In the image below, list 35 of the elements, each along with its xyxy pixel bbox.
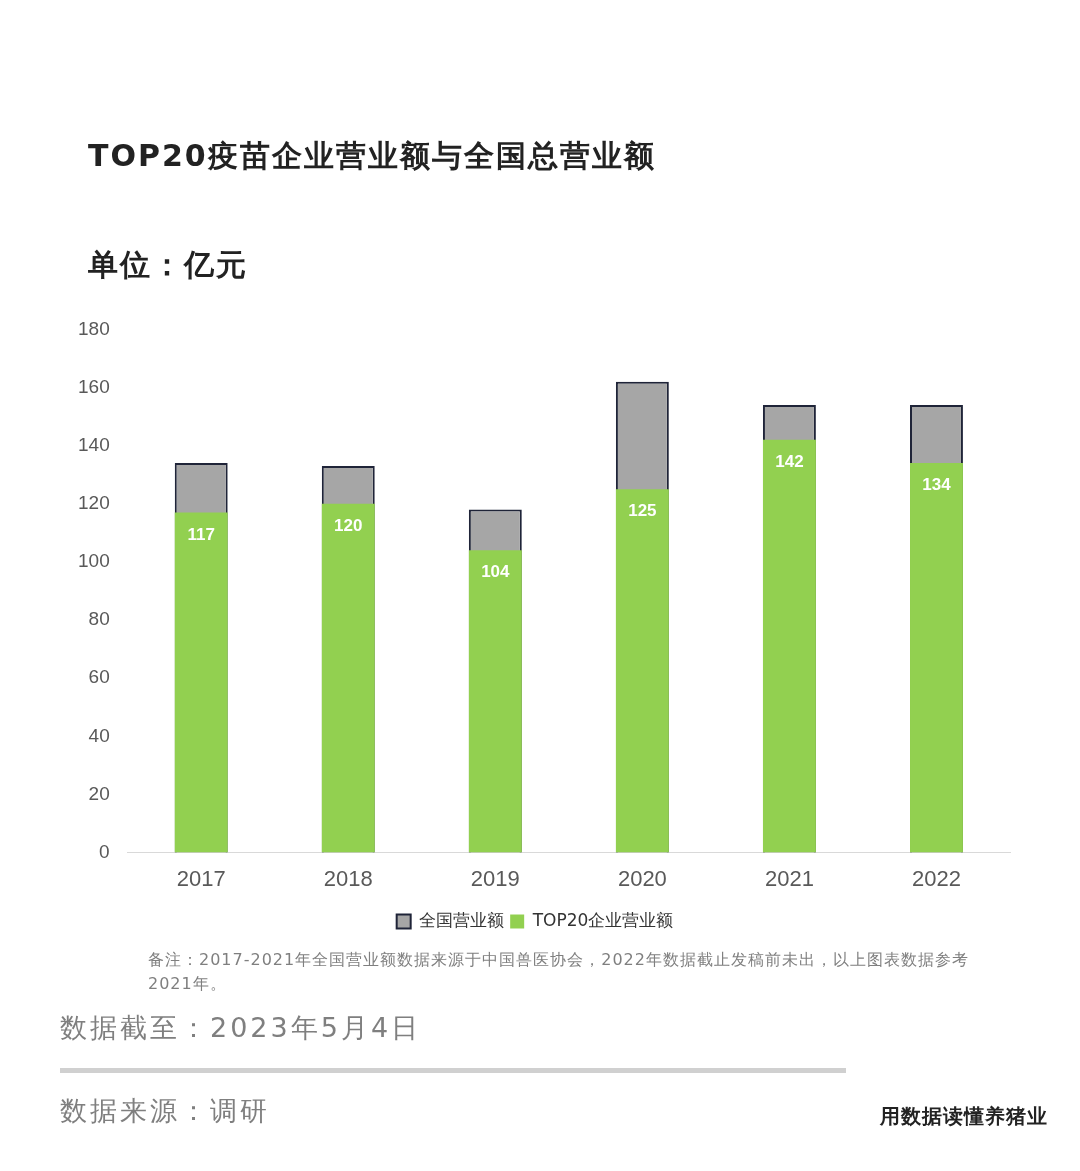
y-tick-label: 20 — [88, 782, 110, 804]
x-tick-label: 2019 — [470, 865, 520, 891]
bar — [321, 503, 375, 853]
y-tick-label: 80 — [88, 608, 110, 630]
y-tick-label: 140 — [78, 433, 110, 455]
data-label: 117 — [187, 524, 215, 544]
chart-title: TOP20疫苗企业营业额与全国总营业额 — [87, 137, 657, 175]
legend-label: 全国营业额 — [419, 909, 505, 930]
bar — [615, 489, 669, 853]
x-tick-label: 2018 — [323, 865, 373, 891]
x-tick-label: 2020 — [617, 865, 667, 891]
bar — [468, 550, 522, 853]
y-tick-label: 120 — [78, 492, 110, 514]
bar — [910, 463, 963, 853]
x-tick-label: 2022 — [912, 865, 961, 891]
y-axis-title: 单位：亿元 — [87, 246, 249, 284]
data-label: 142 — [775, 452, 804, 472]
source-note: 数据来源：调研 — [60, 1094, 270, 1128]
y-tick-label: 100 — [78, 550, 110, 572]
data-label: 120 — [334, 515, 363, 535]
y-tick-label: 60 — [88, 666, 110, 688]
y-tick-label: 0 — [99, 840, 110, 862]
y-tick-label: 180 — [78, 317, 110, 339]
text: 用数据读懂养猪业 — [880, 1103, 1048, 1130]
y-tick-label: 40 — [88, 724, 110, 746]
bar — [174, 512, 228, 853]
text: 数据截至：2023年5月4日 — [60, 1011, 423, 1045]
data-label: 134 — [922, 475, 952, 495]
data-label: 104 — [481, 562, 511, 582]
y-tick-label: 160 — [78, 375, 110, 397]
x-tick-label: 2021 — [764, 865, 814, 891]
x-tick-label: 2017 — [176, 865, 226, 891]
text: 备注：2017-2021年全国营业额数据来源于中国兽医协会，2022年数据截止发稿前未出，以上图表数据参考2021年。 — [148, 949, 970, 995]
legend-label: TOP20企业营业额 — [531, 909, 674, 930]
data-label: 125 — [628, 501, 657, 521]
